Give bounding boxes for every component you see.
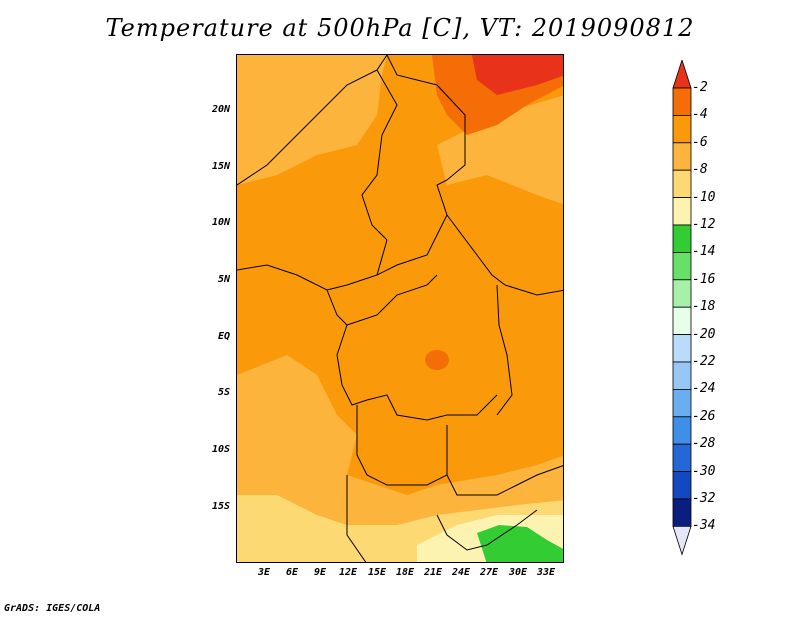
lat-label-15n: 15N [211, 161, 230, 172]
lon-label-30e: 30E [508, 567, 528, 578]
temp-field-red-patch [472, 55, 563, 95]
colorbar-cell-15 [672, 471, 692, 500]
colorbar-cell-17 [672, 526, 692, 556]
temperature-map [236, 54, 564, 563]
temp-field-light-northeast [437, 95, 563, 205]
colorbar-cell-14 [672, 443, 692, 473]
colorbar-cell-2 [672, 115, 692, 144]
lon-label-12e: 12E [338, 567, 358, 578]
colorbar-cell-1 [672, 87, 692, 116]
lon-label-33e: 33E [536, 567, 556, 578]
colorbar-cell-9 [672, 306, 692, 335]
colorbar-label: -10 [692, 189, 716, 205]
lat-label-10s: 10S [211, 444, 230, 455]
colorbar-label: -6 [692, 134, 708, 150]
colorbar-label: -2 [692, 80, 708, 95]
colorbar-cell-3 [672, 142, 692, 171]
colorbar-cell-6 [672, 224, 692, 253]
colorbar-label: -28 [692, 436, 716, 452]
temp-field-red-spot [425, 350, 449, 370]
country-boundaries [237, 55, 563, 562]
lon-label-6e: 6E [285, 567, 299, 578]
colorbar-cell-5 [672, 197, 692, 226]
temp-field-green-southeast [477, 525, 563, 562]
colorbar-label: -4 [692, 107, 708, 123]
colorbar-cell-4 [672, 169, 692, 198]
lat-label-5n: 5N [217, 274, 230, 285]
colorbar [672, 60, 692, 556]
colorbar-label: -12 [692, 217, 716, 232]
colorbar-label: -8 [692, 162, 708, 178]
colorbar-cell-11 [672, 361, 692, 390]
colorbar-label: -20 [692, 326, 716, 342]
colorbar-label: -32 [692, 491, 716, 506]
colorbar-cell-7 [672, 251, 692, 281]
lat-label-10n: 10N [211, 217, 230, 228]
lat-label-eq: EQ [217, 331, 230, 342]
colorbar-label: -34 [692, 518, 716, 534]
colorbar-label: -18 [692, 299, 716, 315]
colorbar-label: -22 [692, 354, 716, 369]
colorbar-label: -26 [692, 408, 716, 424]
colorbar-cell-16 [672, 498, 692, 527]
lon-label-15e: 15E [367, 567, 387, 578]
grads-credit: GrADS: IGES/COLA [4, 603, 101, 614]
colorbar-label: -16 [692, 271, 716, 287]
lat-label-5s: 5S [217, 387, 230, 398]
colorbar-cell-13 [672, 416, 692, 445]
colorbar-label: -30 [692, 463, 716, 479]
map-title: Temperature at 500hPa [C], VT: 201909081… [105, 14, 695, 42]
colorbar-cell-12 [672, 388, 692, 418]
colorbar-label: -14 [692, 244, 716, 260]
lat-label-15s: 15S [211, 501, 230, 512]
colorbar-label: -24 [692, 381, 716, 397]
lon-label-18e: 18E [395, 567, 415, 578]
colorbar-cell-8 [672, 279, 692, 308]
lon-label-3e: 3E [257, 567, 271, 578]
colorbar-cell-0 [672, 60, 692, 89]
lat-label-20n: 20N [211, 104, 230, 115]
colorbar-cell-10 [672, 334, 692, 363]
lon-label-24e: 24E [451, 567, 471, 578]
lon-label-27e: 27E [479, 567, 499, 578]
lon-label-9e: 9E [313, 567, 327, 578]
lon-label-21e: 21E [423, 567, 443, 578]
